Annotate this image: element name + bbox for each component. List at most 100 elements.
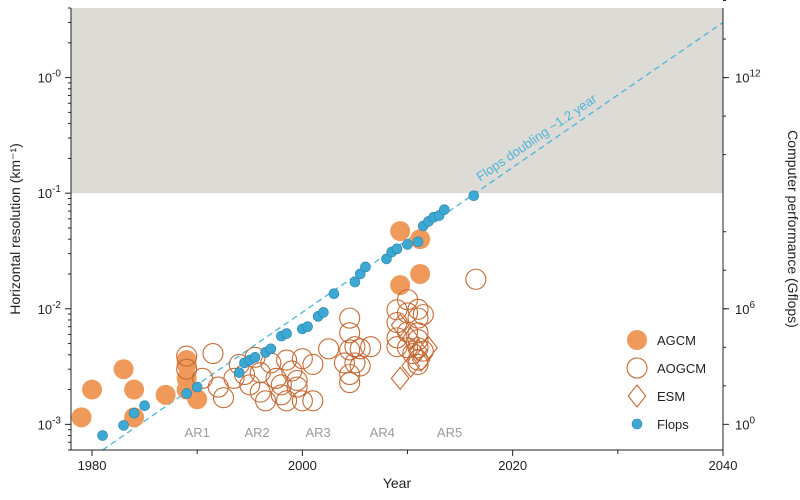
aogcm-point-38 — [360, 336, 382, 358]
y-left-tick-label-3-base: 10 — [38, 71, 52, 86]
aogcm-point-19 — [276, 390, 298, 412]
y-right-tick-label-2: 1012 — [735, 69, 761, 86]
flops-point-21 — [360, 261, 371, 273]
aogcm-point-45 — [396, 321, 419, 343]
flops-point-17 — [318, 307, 329, 318]
esm-point-4 — [408, 338, 428, 362]
y-right-tick-label-1: 106 — [735, 300, 755, 317]
aogcm-point-56 — [412, 340, 434, 362]
flops-point-5 — [191, 381, 203, 393]
aogcm-point-27 — [318, 338, 340, 360]
series-esm — [390, 313, 439, 391]
aogcm-point-28 — [333, 352, 355, 374]
legend-marker-agcm — [627, 330, 647, 350]
flops-point-13 — [281, 328, 292, 339]
aogcm-point-42 — [386, 336, 408, 358]
aogcm-point-29 — [339, 307, 361, 329]
esm-point-2 — [401, 354, 421, 378]
aogcm-point-3 — [202, 342, 224, 365]
y-left-tick-label-2-base: 10 — [38, 186, 52, 201]
y-left-tick-label-3: 10-0 — [38, 69, 62, 86]
aogcm-point-31 — [339, 339, 361, 361]
trend-line — [102, 21, 724, 451]
flops-point-18 — [328, 288, 340, 300]
legend-marker-aogcm — [626, 357, 648, 379]
aogcm-point-48 — [407, 298, 429, 320]
aogcm-point-47 — [402, 342, 424, 365]
aogcm-point-54 — [407, 353, 429, 375]
x-tick-label-1: 2000 — [288, 458, 317, 473]
flops-point-1 — [118, 420, 129, 431]
aogcm-point-55 — [412, 304, 434, 326]
aogcm-point-34 — [344, 336, 366, 358]
ar-label-3: AR4 — [370, 425, 395, 440]
y-right-tick-label-0: 100 — [735, 415, 755, 432]
aogcm-point-0 — [176, 345, 198, 367]
y-left-tick-label-3-exp: -0 — [52, 69, 61, 80]
y-left-tick-label-0-base: 10 — [38, 417, 52, 432]
flops-point-26 — [412, 236, 424, 248]
aogcm-point-25 — [302, 353, 324, 375]
legend-item-agcm: AGCM — [627, 330, 696, 350]
y-left-axis-title: Horizontal resolution (km⁻¹) — [7, 143, 23, 315]
agcm-point-5 — [155, 384, 176, 405]
legend-item-flops: Flops — [631, 417, 689, 432]
aogcm-point-9 — [239, 374, 261, 396]
y-left-tick-label-1: 10-2 — [38, 300, 62, 317]
x-tick-label-2: 2020 — [498, 458, 527, 473]
y-right-tick-label-0-exp: 0 — [749, 415, 755, 426]
y-left-tick-label-2-exp: -1 — [52, 184, 61, 195]
aogcm-point-26 — [302, 390, 324, 412]
aogcm-point-46 — [396, 337, 419, 359]
agcm-point-3 — [124, 379, 145, 400]
y-left-tick-label-1-exp: -2 — [52, 300, 61, 311]
y-right-tick-label-2-base: 10 — [735, 71, 749, 86]
y-left-tick-label-1-base: 10 — [38, 302, 52, 317]
aogcm-point-39 — [386, 299, 408, 321]
flops-point-4 — [181, 388, 192, 399]
aogcm-point-33 — [339, 371, 361, 394]
aogcm-point-13 — [254, 390, 277, 412]
x-tick-label-0: 1980 — [78, 458, 107, 473]
flops-point-2 — [128, 407, 140, 419]
aogcm-point-57 — [465, 268, 487, 290]
agcm-point-14 — [410, 263, 431, 284]
y-right-axis-title: Computer performance (Gflops) — [785, 130, 800, 328]
legend-marker-flops — [631, 418, 643, 430]
esm-point-3 — [401, 326, 421, 351]
series-flops — [97, 190, 480, 441]
aogcm-point-49 — [407, 307, 429, 329]
ar-label-0: AR1 — [185, 425, 210, 440]
legend-marker-esm — [627, 384, 647, 408]
agcm-point-2 — [113, 359, 134, 380]
agcm-point-1 — [82, 379, 103, 400]
aogcm-point-5 — [212, 387, 235, 409]
esm-point-0 — [390, 366, 410, 391]
flops-point-0 — [97, 430, 108, 441]
aogcm-point-37 — [349, 355, 371, 377]
aogcm-point-18 — [276, 349, 298, 371]
flops-point-3 — [139, 400, 150, 412]
legend-item-aogcm: AOGCM — [626, 357, 706, 379]
aogcm-point-36 — [349, 338, 371, 360]
y-left-tick-label-0: 10-3 — [38, 415, 62, 432]
ar-label-4: AR5 — [437, 425, 462, 440]
aogcm-point-21 — [286, 369, 308, 391]
agcm-point-0 — [71, 407, 92, 428]
aogcm-point-23 — [291, 348, 313, 370]
agcm-point-10 — [187, 389, 208, 410]
series-agcm — [71, 221, 431, 428]
y-right-tick-label-1-base: 10 — [735, 302, 749, 317]
legend-label-aogcm: AOGCM — [657, 361, 706, 376]
aogcm-point-22 — [286, 376, 308, 398]
flops-point-11 — [265, 343, 277, 355]
y-right-tick-label-2-exp: 12 — [749, 69, 761, 80]
shaded-region — [71, 8, 723, 194]
aogcm-point-35 — [344, 352, 366, 374]
agcm-point-7 — [176, 354, 197, 375]
ar-label-1: AR2 — [244, 425, 269, 440]
aogcm-point-16 — [270, 374, 292, 396]
aogcm-point-4 — [207, 376, 229, 398]
